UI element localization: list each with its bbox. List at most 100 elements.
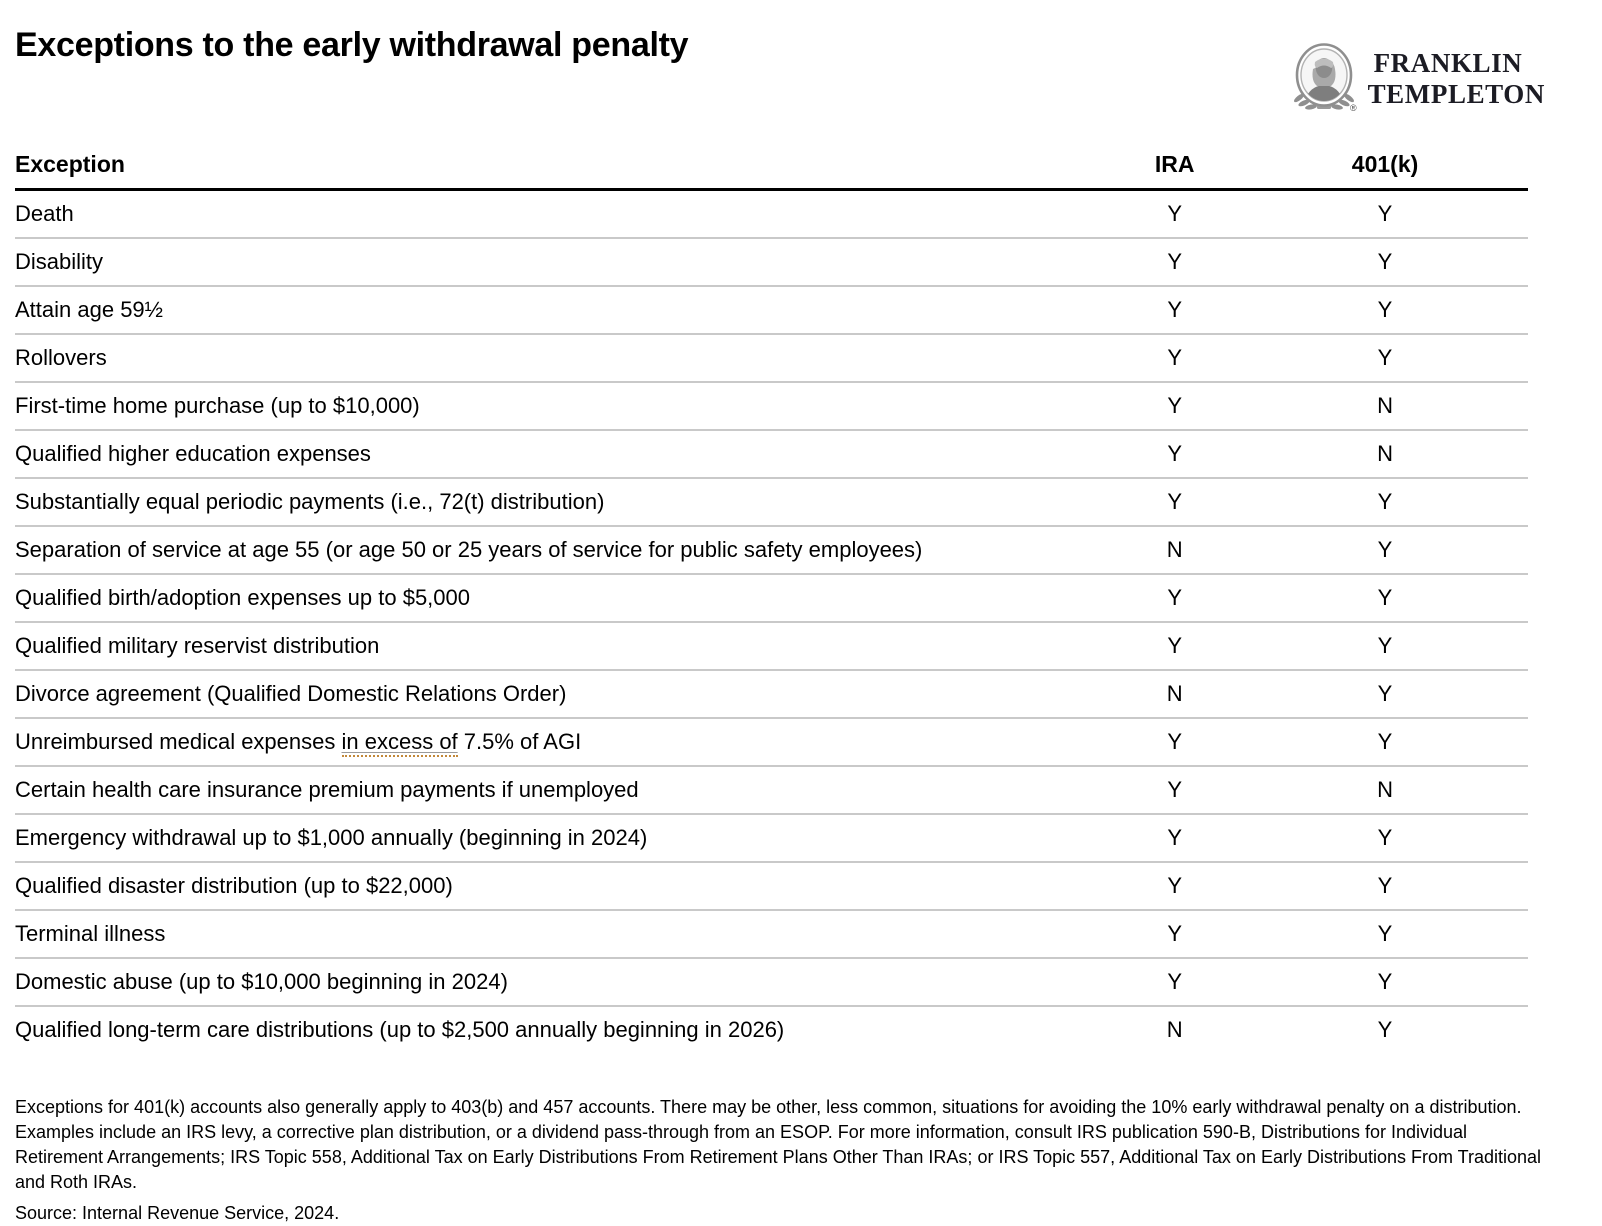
spacer-cell: [1490, 334, 1528, 382]
table-row: Divorce agreement (Qualified Domestic Re…: [15, 670, 1528, 718]
table-row: Unreimbursed medical expenses in excess …: [15, 718, 1528, 766]
spacer-cell: [1490, 1006, 1528, 1053]
table-row: Certain health care insurance premium pa…: [15, 766, 1528, 814]
source-line: Source: Internal Revenue Service, 2024.: [15, 1203, 340, 1223]
exception-cell: Terminal illness: [15, 921, 166, 946]
exception-cell: Emergency withdrawal up to $1,000 annual…: [15, 825, 648, 850]
exception-cell: Divorce agreement (Qualified Domestic Re…: [15, 681, 567, 706]
table-header-row: Exception IRA 401(k): [15, 151, 1528, 191]
exception-cell: Qualified birth/adoption expenses up to …: [15, 585, 470, 610]
spacer-cell: [1490, 478, 1528, 526]
exception-cell: Disability: [15, 249, 104, 274]
table-row: Emergency withdrawal up to $1,000 annual…: [15, 814, 1528, 862]
table-row: Death Y Y: [15, 190, 1528, 239]
ira-value-cell: Y: [1167, 297, 1183, 322]
table-row: Qualified disaster distribution (up to $…: [15, 862, 1528, 910]
spacer-cell: [1490, 430, 1528, 478]
ira-value-cell: Y: [1167, 489, 1183, 514]
k401-value-cell: Y: [1377, 345, 1393, 370]
spacer-cell: [1490, 286, 1528, 334]
k401-value-cell: N: [1377, 441, 1393, 466]
k401-value-cell: Y: [1377, 921, 1393, 946]
ira-value-cell: Y: [1167, 441, 1183, 466]
k401-value-cell: Y: [1377, 969, 1393, 994]
exception-cell: Attain age 59½: [15, 297, 164, 322]
column-header-ira: IRA: [1069, 151, 1280, 191]
exceptions-table: Exception IRA 401(k) Death Y Y Disability Y Y…: [15, 151, 1528, 1053]
spacer-cell: [1490, 814, 1528, 862]
exception-cell: Qualified long-term care distributions (…: [15, 1017, 785, 1042]
ira-value-cell: N: [1166, 681, 1183, 706]
k401-value-cell: Y: [1377, 201, 1393, 226]
ira-value-cell: Y: [1167, 777, 1183, 802]
ira-value-cell: Y: [1167, 969, 1183, 994]
spacer-cell: [1490, 718, 1528, 766]
exception-cell: Qualified military reservist distributio…: [15, 633, 380, 658]
ira-value-cell: Y: [1167, 393, 1183, 418]
table-row: Qualified birth/adoption expenses up to …: [15, 574, 1528, 622]
footnote-paragraph: Exceptions for 401(k) accounts also gene…: [15, 1097, 1542, 1192]
spacer-cell: [1490, 670, 1528, 718]
exception-cell: Qualified higher education expenses: [15, 441, 371, 466]
column-header-exception: Exception: [15, 151, 1070, 191]
table-row: Separation of service at age 55 (or age …: [15, 526, 1528, 574]
table-row: First-time home purchase (up to $10,000)…: [15, 382, 1528, 430]
exception-cell: Rollovers: [15, 345, 107, 370]
exception-cell: Certain health care insurance premium pa…: [15, 777, 639, 802]
ira-value-cell: Y: [1167, 633, 1183, 658]
k401-value-cell: Y: [1377, 1017, 1393, 1042]
ira-value-cell: Y: [1167, 345, 1183, 370]
k401-value-cell: Y: [1377, 681, 1393, 706]
table-row: Substantially equal periodic payments (i…: [15, 478, 1528, 526]
k401-value-cell: Y: [1377, 825, 1393, 850]
k401-value-cell: Y: [1377, 249, 1393, 274]
table-row: Terminal illness Y Y: [15, 910, 1528, 958]
exception-cell: Death: [15, 201, 74, 226]
exception-cell: Domestic abuse (up to $10,000 beginning …: [15, 969, 508, 994]
ben-franklin-portrait-icon: ®: [1293, 43, 1357, 113]
table-row: Rollovers Y Y: [15, 334, 1528, 382]
k401-value-cell: N: [1377, 393, 1393, 418]
k401-value-cell: Y: [1377, 489, 1393, 514]
ira-value-cell: Y: [1167, 921, 1183, 946]
spacer-cell: [1490, 190, 1528, 239]
k401-value-cell: Y: [1377, 729, 1393, 754]
column-header-401k: 401(k): [1279, 151, 1491, 191]
ira-value-cell: Y: [1167, 825, 1183, 850]
spacer-cell: [1490, 238, 1528, 286]
k401-value-cell: Y: [1377, 633, 1393, 658]
ira-value-cell: Y: [1167, 249, 1183, 274]
logo-wordmark: FRANKLIN TEMPLETON: [1368, 48, 1545, 110]
k401-value-cell: N: [1377, 777, 1393, 802]
table-row: Qualified higher education expenses Y N: [15, 430, 1528, 478]
ira-value-cell: Y: [1167, 201, 1183, 226]
table-row: Disability Y Y: [15, 238, 1528, 286]
spacer-cell: [1490, 862, 1528, 910]
ira-value-cell: N: [1166, 537, 1183, 562]
k401-value-cell: Y: [1377, 585, 1393, 610]
exception-cell: First-time home purchase (up to $10,000): [15, 393, 420, 418]
spacer-cell: [1490, 766, 1528, 814]
spacer-cell: [1490, 910, 1528, 958]
table-body: Death Y Y Disability Y Y Attain age 59½ Y Y Rollo…: [15, 190, 1528, 1054]
ira-value-cell: Y: [1167, 873, 1183, 898]
registered-mark: ®: [1350, 103, 1357, 113]
franklin-templeton-logo: ® FRANKLIN TEMPLETON: [1291, 42, 1545, 116]
table-row: Attain age 59½ Y Y: [15, 286, 1528, 334]
exception-cell: Unreimbursed medical expenses in excess …: [15, 718, 1070, 766]
k401-value-cell: Y: [1377, 873, 1393, 898]
logo-line-franklin: FRANKLIN: [1373, 48, 1523, 78]
table-row: Qualified military reservist distributio…: [15, 622, 1528, 670]
spacer-cell: [1490, 574, 1528, 622]
table-row: Qualified long-term care distributions (…: [15, 1006, 1528, 1053]
logo-line-templeton: TEMPLETON: [1367, 79, 1545, 109]
exception-cell: Qualified disaster distribution (up to $…: [15, 873, 453, 898]
page-title: Exceptions to the early withdrawal penal…: [15, 26, 689, 64]
spacer-cell: [1490, 382, 1528, 430]
ira-value-cell: N: [1166, 1017, 1183, 1042]
ira-value-cell: Y: [1167, 729, 1183, 754]
table-row: Domestic abuse (up to $10,000 beginning …: [15, 958, 1528, 1006]
exception-cell: Separation of service at age 55 (or age …: [15, 537, 923, 562]
spacer-cell: [1490, 958, 1528, 1006]
